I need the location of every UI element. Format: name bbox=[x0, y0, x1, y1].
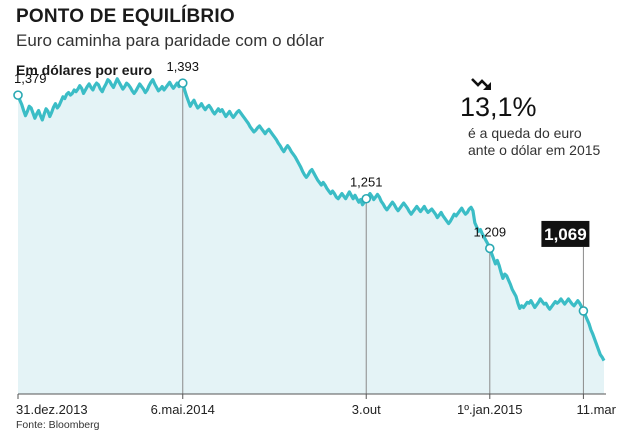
point-marker-1 bbox=[177, 78, 188, 88]
series-line bbox=[16, 77, 606, 362]
point-marker-0 bbox=[13, 90, 23, 100]
x-axis-ticks: 31.dez.2013 6.mai.2014 3.out 1º.jan.2015 11.… bbox=[16, 394, 617, 417]
chart-subtitle: Euro caminha para paridade com o dólar bbox=[16, 31, 325, 50]
x-tick-label-4: 11.mar bbox=[577, 402, 617, 417]
point-label-1: 1,393 bbox=[166, 59, 199, 74]
point-marker-4 bbox=[578, 306, 589, 316]
drop-lines bbox=[182, 83, 584, 394]
area-fill bbox=[18, 78, 604, 394]
point-marker-3 bbox=[484, 243, 495, 254]
point-markers: 1,379 1,393 1,251 1,209 1,069 bbox=[13, 59, 590, 316]
down-trend-arrow-icon bbox=[471, 78, 491, 90]
source-note: Fonte: Bloomberg bbox=[16, 419, 100, 431]
y-axis-unit-label: Em dólares por euro bbox=[16, 62, 153, 78]
point-label-4: 1,069 bbox=[544, 225, 587, 244]
callout-text-line2: ante o dólar em 2015 bbox=[468, 142, 601, 158]
point-label-2: 1,251 bbox=[350, 175, 383, 190]
point-label-0: 1,379 bbox=[14, 71, 47, 86]
x-tick-label-0: 31.dez.2013 bbox=[16, 402, 88, 417]
last-value-box bbox=[541, 220, 590, 247]
callout-value: 13,1% bbox=[460, 92, 537, 122]
chart-title: PONTO DE EQUILÍBRIO bbox=[16, 6, 235, 27]
callout-text-line1: é a queda do euro bbox=[468, 125, 582, 141]
x-tick-label-2: 3.out bbox=[352, 402, 381, 417]
point-label-3: 1,209 bbox=[474, 224, 507, 239]
x-tick-label-3: 1º.jan.2015 bbox=[457, 402, 522, 417]
point-marker-2 bbox=[361, 193, 372, 204]
x-tick-label-1: 6.mai.2014 bbox=[151, 402, 215, 417]
